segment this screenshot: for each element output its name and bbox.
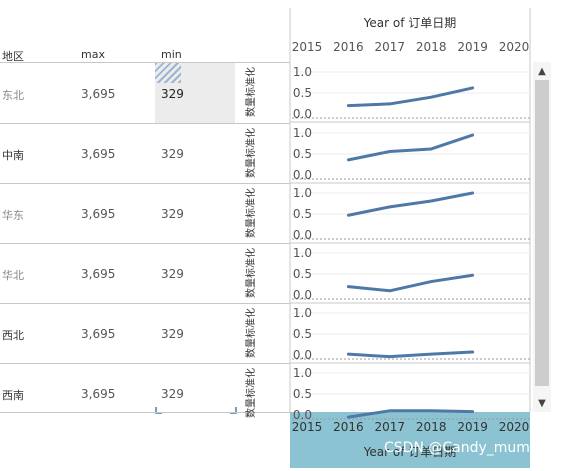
x-tick-label-top: 2018: [416, 40, 447, 54]
x-tick-label-top: 2016: [333, 40, 364, 54]
table-row-region[interactable]: 西南: [2, 389, 24, 402]
y-tick-label: 0.0: [293, 228, 312, 242]
x-tick-label-bottom: 2019: [457, 420, 488, 434]
watermark: CSDN @Candy_mum: [384, 440, 530, 456]
table-row-min[interactable]: 329: [161, 147, 184, 161]
x-tick-label-top: 2019: [457, 40, 488, 54]
row-divider: [0, 183, 290, 184]
series-line: [346, 133, 475, 162]
selection-bracket: [230, 407, 237, 414]
scrollbar-thumb[interactable]: [535, 80, 549, 386]
y-axis-label: 数量标准化: [244, 67, 257, 117]
y-axis-label: 数量标准化: [244, 188, 257, 238]
row-divider: [0, 243, 290, 244]
y-tick-label: 0.0: [293, 348, 312, 362]
row-divider: [0, 363, 290, 364]
table-row-max[interactable]: 3,695: [81, 267, 116, 281]
series-line: [346, 191, 475, 217]
table-row-max[interactable]: 3,695: [81, 327, 116, 341]
y-tick-label: 0.5: [293, 147, 312, 161]
x-tick-label-top: 2015: [292, 40, 323, 54]
table-row-min[interactable]: 329: [161, 327, 184, 341]
y-axis-label: 数量标准化: [244, 368, 257, 418]
row-divider: [0, 303, 290, 304]
table-row-region[interactable]: 华东: [2, 209, 24, 222]
y-tick-label: 1.0: [293, 366, 312, 380]
table-row-max[interactable]: 3,695: [81, 147, 116, 161]
selection-bracket: [155, 407, 162, 414]
bottom-axis-band: [290, 412, 530, 468]
y-tick-label: 1.0: [293, 65, 312, 79]
table-row-region[interactable]: 东北: [2, 89, 24, 102]
x-tick-label-bottom: 2018: [416, 420, 447, 434]
y-tick-label: 0.0: [293, 408, 312, 422]
table-row-region[interactable]: 中南: [2, 149, 24, 162]
bottom-axis-title: Year of 订单日期: [363, 445, 457, 459]
series-line: [346, 409, 475, 419]
scroll-up-button[interactable]: ▲: [538, 66, 546, 77]
y-tick-label: 0.5: [293, 267, 312, 281]
series-line: [346, 86, 475, 108]
x-tick-label-bottom: 2016: [333, 420, 364, 434]
series-line: [346, 273, 475, 293]
y-axis-label: 数量标准化: [244, 308, 257, 358]
y-tick-label: 1.0: [293, 246, 312, 260]
row-divider: [0, 123, 290, 124]
y-tick-label: 1.0: [293, 186, 312, 200]
scroll-down-button[interactable]: ▼: [538, 398, 546, 409]
y-tick-label: 0.0: [293, 107, 312, 121]
row-divider: [0, 412, 290, 413]
table-row-region[interactable]: 西北: [2, 329, 24, 342]
x-tick-label-top: 2017: [375, 40, 406, 54]
table-row-max[interactable]: 3,695: [81, 87, 116, 101]
row-divider: [0, 62, 290, 63]
series-line: [346, 350, 475, 359]
y-tick-label: 0.0: [293, 168, 312, 182]
x-tick-label-bottom: 2017: [375, 420, 406, 434]
table-row-max[interactable]: 3,695: [81, 207, 116, 221]
y-tick-label: 0.5: [293, 327, 312, 341]
table-row-min[interactable]: 329: [161, 87, 184, 101]
y-tick-label: 0.5: [293, 207, 312, 221]
header-region: 地区: [2, 50, 24, 63]
table-row-min[interactable]: 329: [161, 387, 184, 401]
y-axis-label: 数量标准化: [244, 248, 257, 298]
y-tick-label: 0.5: [293, 86, 312, 100]
header-min: min: [161, 48, 182, 61]
x-tick-label-bottom: 2020: [499, 420, 530, 434]
y-tick-label: 1.0: [293, 306, 312, 320]
y-tick-label: 1.0: [293, 126, 312, 140]
table-row-min[interactable]: 329: [161, 267, 184, 281]
y-axis-label: 数量标准化: [244, 128, 257, 178]
selection-hatch: [155, 63, 181, 83]
x-tick-label-top: 2020: [499, 40, 530, 54]
x-tick-label-bottom: 2015: [292, 420, 323, 434]
y-tick-label: 0.0: [293, 288, 312, 302]
chart-title: Year of 订单日期: [363, 16, 457, 30]
table-row-region[interactable]: 华北: [2, 269, 24, 282]
table-row-max[interactable]: 3,695: [81, 387, 116, 401]
table-row-min[interactable]: 329: [161, 207, 184, 221]
y-tick-label: 0.5: [293, 387, 312, 401]
header-max: max: [81, 48, 105, 61]
